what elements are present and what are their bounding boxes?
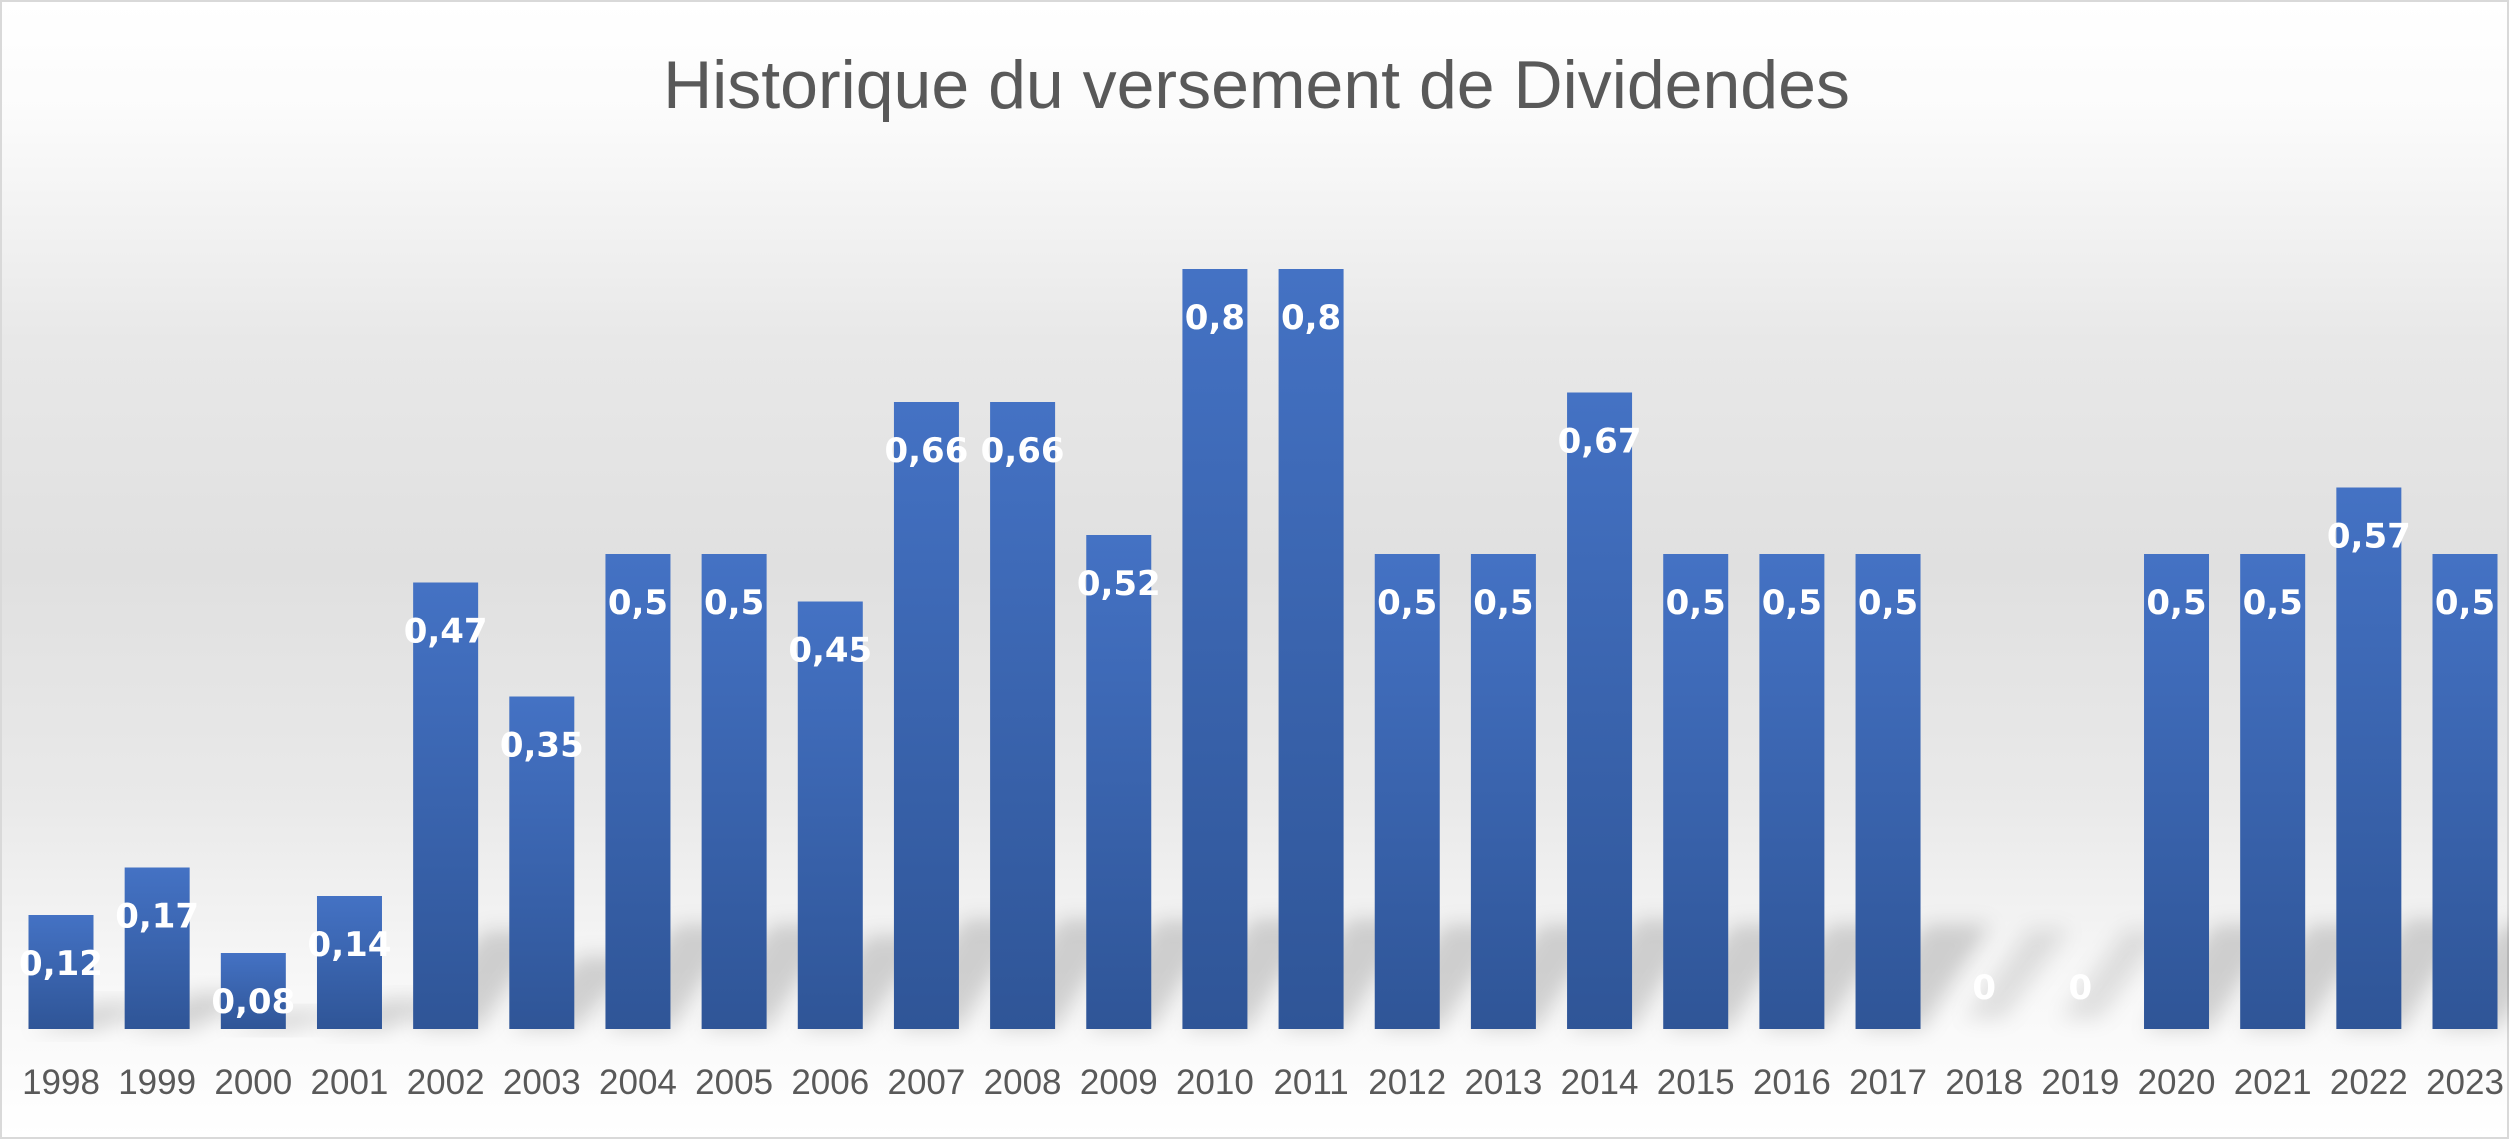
x-tick-2023: 2023 [2426,1063,2504,1102]
data-label-2013: 0,5 [1473,583,1533,623]
x-axis-ticks: 1998 1999 2000 2001 2002 2003 2004 2005 2006 2007… [22,1063,2504,1102]
data-label-2004: 0,5 [608,583,668,623]
x-tick-2016: 2016 [1753,1063,1831,1102]
x-tick-2005: 2005 [695,1063,773,1102]
x-tick-2009: 2009 [1080,1063,1158,1102]
bar-2007 [894,402,959,1029]
x-tick-2020: 2020 [2138,1063,2216,1102]
x-tick-2021: 2021 [2234,1063,2312,1102]
data-label-2000: 0,08 [211,982,295,1022]
data-label-1998: 0,12 [19,944,103,984]
data-label-2006: 0,45 [788,631,872,671]
bar-1999 [125,868,190,1030]
x-tick-2001: 2001 [311,1063,389,1102]
x-tick-2008: 2008 [984,1063,1062,1102]
x-tick-2007: 2007 [888,1063,966,1102]
bar-2010 [1182,269,1247,1029]
data-label-2018: 0 [1972,968,1996,1008]
x-tick-2012: 2012 [1368,1063,1446,1102]
data-label-2021: 0,5 [2243,583,2303,623]
data-label-2023: 0,5 [2435,583,2495,623]
x-tick-2000: 2000 [214,1063,292,1102]
bar-shadows [31,919,2509,1029]
data-label-2012: 0,5 [1377,583,1437,623]
data-label-2020: 0,5 [2146,583,2206,623]
data-label-2007: 0,66 [884,431,968,471]
x-tick-2006: 2006 [791,1063,869,1102]
data-label-2015: 0,5 [1666,583,1726,623]
bar-2015 [1663,554,1728,1029]
bar-2004 [605,554,670,1029]
x-tick-2015: 2015 [1657,1063,1735,1102]
bar-2021 [2240,554,2305,1029]
data-label-2002: 0,47 [404,612,488,652]
bar-2020 [2144,554,2209,1029]
data-label-2014: 0,67 [1558,422,1642,462]
bar-2023 [2433,554,2498,1029]
bar-2012 [1375,554,1440,1029]
bar-2005 [702,554,767,1029]
bar-2011 [1279,269,1344,1029]
bar-2008 [990,402,1055,1029]
x-tick-2003: 2003 [503,1063,581,1102]
data-label-2022: 0,57 [2327,517,2411,557]
data-label-2009: 0,52 [1077,564,1161,604]
x-tick-1998: 1998 [22,1063,100,1102]
data-label-2003: 0,35 [500,726,584,766]
bar-2016 [1759,554,1824,1029]
x-tick-2018: 2018 [1945,1063,2023,1102]
x-tick-2010: 2010 [1176,1063,1254,1102]
bar-2009 [1086,535,1151,1029]
x-tick-2019: 2019 [2041,1063,2119,1102]
bars-group [29,269,2498,1029]
x-tick-2013: 2013 [1464,1063,1542,1102]
x-tick-2014: 2014 [1561,1063,1639,1102]
data-label-2001: 0,14 [308,925,392,965]
data-label-1999: 0,17 [115,897,199,937]
bar-2013 [1471,554,1536,1029]
data-label-2008: 0,66 [981,431,1065,471]
data-label-2019: 0 [2069,968,2093,1008]
x-tick-1999: 1999 [118,1063,196,1102]
x-tick-2022: 2022 [2330,1063,2408,1102]
data-labels-group: 0,12 0,17 0,08 0,14 0,47 0,35 0,5 0,5 0,45 0,66 0,… [19,298,2495,1022]
bar-2022 [2336,488,2401,1030]
x-tick-2011: 2011 [1273,1063,1348,1102]
data-label-2005: 0,5 [704,583,764,623]
bar-2017 [1856,554,1921,1029]
x-tick-2004: 2004 [599,1063,677,1102]
data-label-2010: 0,8 [1185,298,1245,338]
data-label-2016: 0,5 [1762,583,1822,623]
data-label-2017: 0,5 [1858,583,1918,623]
x-tick-2002: 2002 [407,1063,485,1102]
x-tick-2017: 2017 [1849,1063,1927,1102]
bar-2014 [1567,393,1632,1030]
data-label-2011: 0,8 [1281,298,1341,338]
